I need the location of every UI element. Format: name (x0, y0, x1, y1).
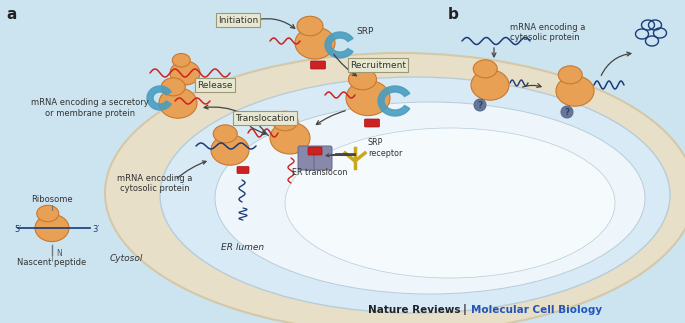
Ellipse shape (297, 16, 323, 36)
Ellipse shape (270, 122, 310, 154)
Text: ?: ? (564, 108, 570, 117)
Ellipse shape (211, 135, 249, 165)
Text: Translocation: Translocation (235, 113, 295, 122)
Ellipse shape (170, 61, 200, 85)
Ellipse shape (160, 77, 670, 313)
Ellipse shape (558, 66, 582, 84)
Polygon shape (325, 32, 353, 58)
Text: ER lumen: ER lumen (221, 243, 264, 252)
Text: Initiation: Initiation (218, 16, 258, 25)
FancyBboxPatch shape (308, 147, 322, 155)
Text: a: a (6, 7, 16, 22)
Ellipse shape (172, 54, 190, 67)
Text: Release: Release (197, 80, 233, 89)
Ellipse shape (349, 69, 377, 90)
Text: b: b (448, 7, 459, 22)
FancyBboxPatch shape (364, 119, 379, 127)
FancyBboxPatch shape (237, 166, 249, 173)
Text: Ribosome: Ribosome (32, 195, 73, 204)
FancyBboxPatch shape (314, 146, 332, 170)
Text: 5′: 5′ (14, 225, 21, 234)
Ellipse shape (215, 102, 645, 294)
Text: Nascent peptide: Nascent peptide (17, 258, 86, 267)
Ellipse shape (285, 128, 615, 278)
Ellipse shape (346, 80, 390, 116)
Ellipse shape (37, 205, 59, 222)
Ellipse shape (561, 106, 573, 118)
Ellipse shape (35, 214, 69, 242)
Polygon shape (147, 86, 171, 110)
Text: SRP
receptor: SRP receptor (368, 138, 402, 158)
Ellipse shape (272, 111, 298, 131)
Ellipse shape (473, 60, 497, 78)
Text: mRNA encoding a secretory
or membrane protein: mRNA encoding a secretory or membrane pr… (31, 98, 149, 118)
Ellipse shape (105, 53, 685, 323)
Text: N: N (56, 248, 62, 257)
Ellipse shape (295, 27, 335, 59)
Text: SRP: SRP (356, 27, 373, 36)
Text: Recruitment: Recruitment (350, 60, 406, 69)
Ellipse shape (159, 88, 197, 118)
Ellipse shape (556, 76, 594, 106)
Text: Nature Reviews: Nature Reviews (369, 305, 461, 315)
Ellipse shape (213, 125, 237, 143)
Text: |: | (463, 304, 467, 315)
Text: ER translocon: ER translocon (292, 168, 348, 177)
Text: Molecular Cell Biology: Molecular Cell Biology (471, 305, 602, 315)
Text: Cytosol: Cytosol (110, 254, 143, 263)
Text: ?: ? (477, 100, 483, 109)
Ellipse shape (471, 70, 509, 100)
Ellipse shape (161, 78, 185, 96)
Polygon shape (378, 86, 410, 116)
Text: 3′: 3′ (92, 225, 99, 234)
Ellipse shape (474, 99, 486, 111)
FancyBboxPatch shape (298, 146, 316, 170)
Text: mRNA encoding a
cytosolic protein: mRNA encoding a cytosolic protein (117, 173, 192, 193)
Text: mRNA encoding a
cytosolic protein: mRNA encoding a cytosolic protein (510, 23, 586, 42)
FancyBboxPatch shape (310, 61, 325, 69)
